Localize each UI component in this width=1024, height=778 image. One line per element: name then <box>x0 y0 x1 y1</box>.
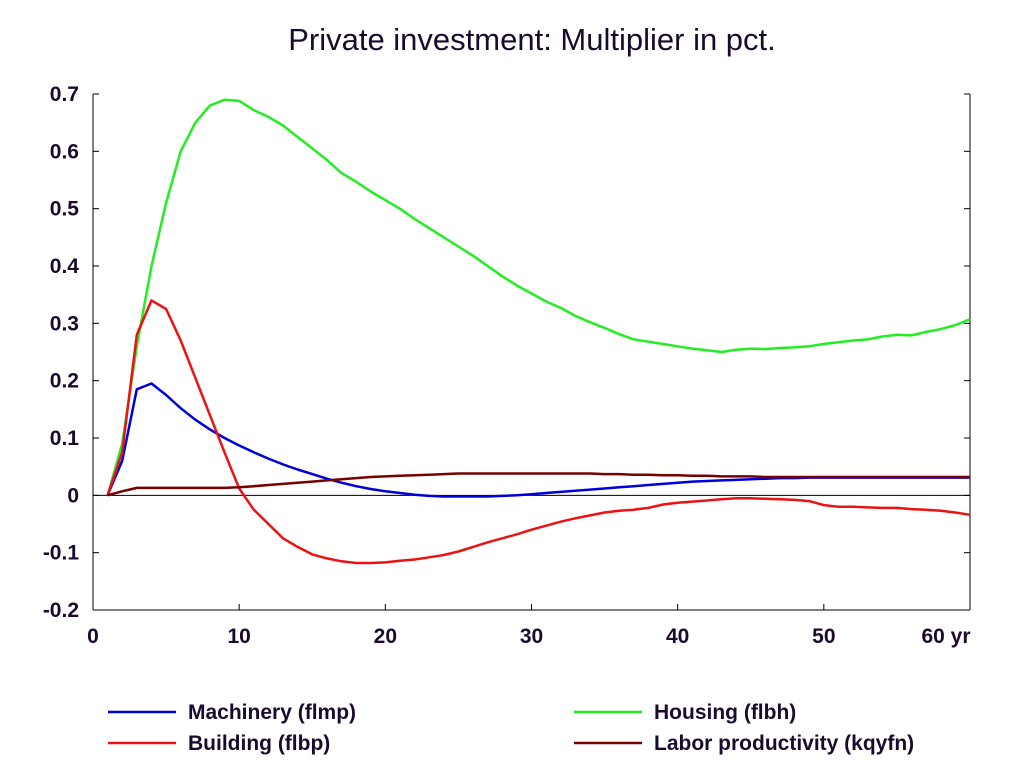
series-lines <box>106 98 971 565</box>
y-tick-label: 0.1 <box>50 427 80 450</box>
x-tick-label: 30 <box>520 625 543 648</box>
x-tick-label: 60 yr <box>921 625 970 648</box>
y-tick-label: 0.2 <box>50 370 79 393</box>
y-tick-label: 0 <box>67 484 79 507</box>
series-line-1 <box>106 382 970 498</box>
legend-label-1: Machinery (flmp) <box>188 701 356 724</box>
series-line-3 <box>106 299 971 565</box>
y-tick-label: 0.6 <box>50 140 79 163</box>
y-tick-label: 0.4 <box>50 255 80 278</box>
y-tick-label: 0.5 <box>50 198 80 221</box>
x-tick-label: 0 <box>87 625 99 648</box>
x-tick-label: 10 <box>227 625 250 648</box>
axes: -0.2 -0.1 0 0.1 0.2 0.3 0.4 0.5 0.6 0.7 0 10 20 30 40 5… <box>43 83 971 648</box>
legend: Machinery (flmp) Housing (flbh) Building (… <box>108 701 914 755</box>
chart-title: Private investment: Multiplier in pct. <box>288 22 776 57</box>
x-tick-label: 50 <box>812 625 835 648</box>
y-tick-label: 0.7 <box>50 83 79 106</box>
y-tick-label: -0.2 <box>43 599 79 622</box>
legend-label-2: Housing (flbh) <box>654 701 796 724</box>
series-line-2 <box>106 98 971 496</box>
legend-label-3: Building (flbp) <box>188 732 330 755</box>
x-tick-label: 40 <box>666 625 689 648</box>
y-tick-label: -0.1 <box>43 542 80 565</box>
legend-label-4: Labor productivity (kqyfn) <box>654 732 914 755</box>
y-tick-label: 0.3 <box>50 312 79 335</box>
x-tick-label: 20 <box>374 625 397 648</box>
series-line-4 <box>107 472 970 497</box>
